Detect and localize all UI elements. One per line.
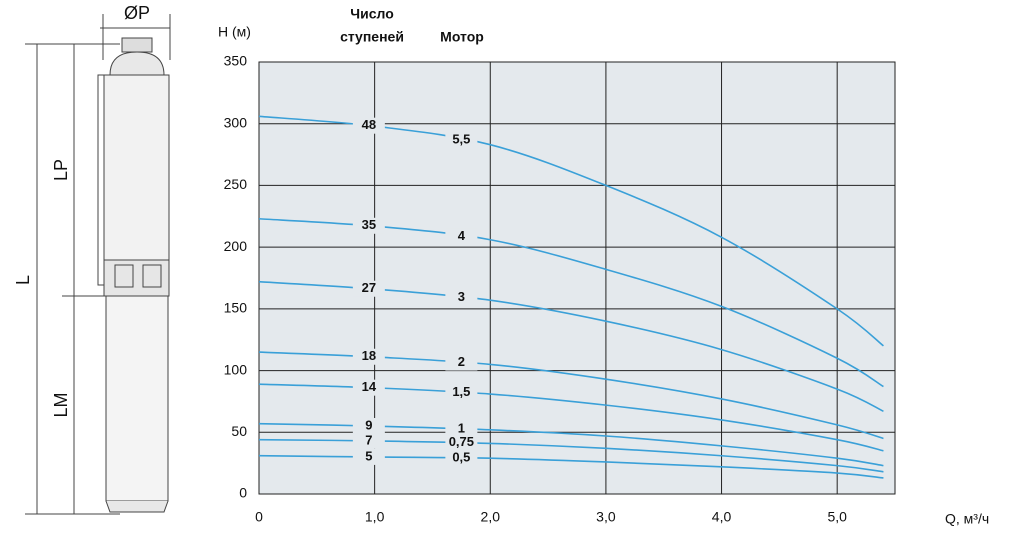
label-background	[352, 417, 385, 434]
motor-label: 3	[458, 289, 465, 304]
x-tick-label: 4,0	[712, 509, 732, 525]
y-tick-label: 350	[224, 53, 248, 69]
x-tick-label: 5,0	[827, 509, 847, 525]
stage-label: 5	[365, 448, 372, 463]
label-background	[445, 420, 478, 437]
stages-header: ступеней	[340, 29, 404, 45]
x-tick-label: 2,0	[481, 509, 501, 525]
label-background	[445, 354, 478, 371]
y-tick-label: 50	[231, 423, 247, 439]
stage-label: 7	[365, 432, 372, 447]
label-background	[352, 348, 385, 365]
motor-label: 5,5	[452, 132, 470, 147]
y-tick-label: 250	[224, 176, 248, 192]
y-axis-label: H (м)	[218, 24, 251, 40]
stage-label: 9	[365, 417, 372, 432]
x-tick-label: 3,0	[596, 509, 616, 525]
label-background	[352, 217, 385, 234]
label-background	[445, 434, 478, 451]
y-tick-label: 300	[224, 114, 248, 130]
label-background	[352, 432, 385, 449]
y-tick-label: 200	[224, 238, 248, 254]
stage-label: 35	[362, 217, 376, 232]
x-axis-label: Q, м³/ч	[945, 511, 989, 527]
x-tick-label: 0	[255, 509, 263, 525]
y-tick-label: 100	[224, 361, 248, 377]
label-background	[445, 384, 478, 401]
motor-label: 1,5	[452, 384, 470, 399]
motor-label: 1	[458, 420, 465, 435]
label-background	[352, 117, 385, 134]
motor-label: 0,5	[452, 449, 470, 464]
lm-label: LM	[51, 392, 71, 417]
diameter-label: ØP	[124, 3, 150, 23]
label-background	[445, 132, 478, 149]
stage-label: 48	[362, 117, 376, 132]
label-background	[445, 228, 478, 245]
motor-header: Мотор	[440, 29, 484, 45]
x-tick-label: 1,0	[365, 509, 385, 525]
lp-label: LP	[51, 159, 71, 181]
label-background	[445, 449, 478, 466]
y-tick-label: 150	[224, 300, 248, 316]
stages-header: Число	[350, 6, 394, 22]
stage-label: 18	[362, 348, 376, 363]
label-background	[352, 280, 385, 297]
label-background	[445, 289, 478, 306]
y-tick-label: 0	[239, 485, 247, 501]
motor-label: 0,75	[449, 434, 474, 449]
stage-label: 27	[362, 280, 376, 295]
pump-drawing	[25, 14, 171, 515]
stage-label: 14	[362, 379, 377, 394]
label-background	[352, 448, 385, 465]
motor-label: 2	[458, 354, 465, 369]
motor-label: 4	[458, 228, 466, 243]
l-label: L	[13, 275, 33, 285]
label-background	[352, 379, 385, 396]
